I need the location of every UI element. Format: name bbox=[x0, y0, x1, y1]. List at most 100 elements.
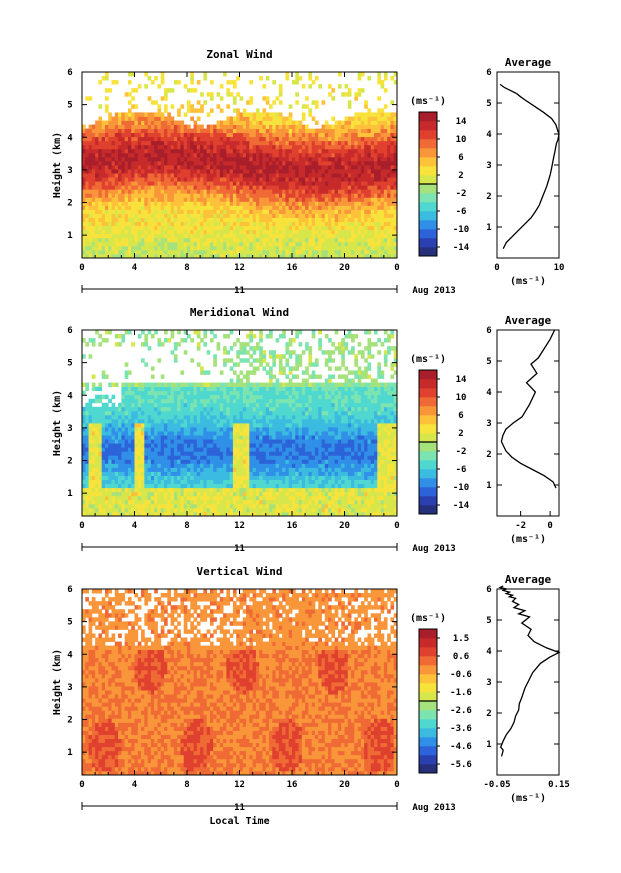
heatmap-cell bbox=[193, 225, 198, 231]
heatmap-cell bbox=[196, 394, 201, 400]
heatmap-cell bbox=[91, 471, 96, 476]
heatmap-cell bbox=[216, 148, 221, 154]
heatmap-cell bbox=[173, 346, 178, 351]
heatmap-cell bbox=[193, 152, 198, 158]
heatmap-cell bbox=[101, 374, 106, 379]
heatmap-cell bbox=[187, 148, 191, 154]
heatmap-cell bbox=[390, 201, 395, 206]
heatmap-cell bbox=[239, 193, 244, 198]
heatmap-cell bbox=[364, 197, 368, 202]
heatmap-cell bbox=[285, 249, 290, 255]
heatmap-cell bbox=[104, 471, 109, 476]
heatmap-cell bbox=[334, 148, 339, 154]
heatmap-cell bbox=[383, 217, 388, 223]
heatmap-cell bbox=[344, 185, 349, 190]
heatmap-cell bbox=[298, 165, 303, 170]
heatmap-cell bbox=[269, 209, 273, 214]
heatmap-cell bbox=[387, 181, 391, 186]
heatmap-cell bbox=[85, 483, 89, 489]
heatmap-cell bbox=[121, 451, 126, 456]
heatmap-cell bbox=[377, 169, 381, 174]
heatmap-cell bbox=[167, 447, 171, 452]
heatmap-cell bbox=[141, 120, 145, 125]
heatmap-cell bbox=[239, 221, 244, 227]
heatmap-cell bbox=[203, 463, 208, 468]
heatmap-cell bbox=[236, 124, 240, 130]
heatmap-cell bbox=[232, 209, 237, 214]
heatmap-cell bbox=[328, 124, 332, 130]
heatmap-cell bbox=[164, 475, 168, 481]
heatmap-cell bbox=[98, 447, 103, 452]
heatmap-cell bbox=[337, 233, 342, 239]
heatmap-cell bbox=[147, 455, 152, 460]
heatmap-cell bbox=[305, 241, 309, 247]
heatmap-cell bbox=[360, 249, 365, 255]
heatmap-cell bbox=[157, 511, 162, 517]
heatmap-cell bbox=[95, 160, 99, 166]
heatmap-cell bbox=[255, 185, 260, 190]
heatmap-cell bbox=[127, 511, 132, 517]
heatmap-cell bbox=[236, 221, 240, 227]
heatmap-cell bbox=[101, 475, 106, 481]
profile-y-tick-label: 3 bbox=[486, 161, 491, 171]
heatmap-cell bbox=[288, 165, 293, 170]
heatmap-cell bbox=[200, 221, 204, 227]
heatmap-cell bbox=[104, 165, 109, 170]
heatmap-cell bbox=[272, 128, 276, 134]
heatmap-cell bbox=[305, 96, 309, 101]
heatmap-cell bbox=[206, 487, 211, 493]
heatmap-cell bbox=[193, 165, 198, 170]
heatmap-cell bbox=[121, 390, 126, 396]
heatmap-cell bbox=[85, 237, 89, 243]
heatmap-cell bbox=[193, 479, 198, 485]
heatmap-cell bbox=[164, 173, 168, 178]
heatmap-cell bbox=[98, 475, 103, 481]
heatmap-cell bbox=[91, 435, 96, 440]
heatmap-cell bbox=[262, 205, 267, 210]
heatmap-cell bbox=[173, 394, 178, 400]
heatmap-cell bbox=[164, 511, 168, 517]
heatmap-cell bbox=[127, 459, 132, 464]
heatmap-cell bbox=[183, 455, 188, 460]
heatmap-cell bbox=[203, 132, 208, 138]
heatmap-cell bbox=[377, 193, 381, 198]
heatmap-cell bbox=[360, 245, 365, 251]
heatmap-cell bbox=[318, 160, 322, 166]
heatmap-cell bbox=[206, 414, 211, 420]
heatmap-cell bbox=[157, 181, 162, 186]
heatmap-cell bbox=[101, 136, 106, 142]
heatmap-cell bbox=[206, 431, 211, 436]
heatmap-cell bbox=[193, 410, 198, 416]
heatmap-cell bbox=[187, 197, 191, 202]
heatmap-cell bbox=[383, 120, 388, 125]
heatmap-cell bbox=[272, 132, 276, 138]
heatmap-cell bbox=[269, 169, 273, 174]
heatmap-cell bbox=[88, 225, 93, 231]
heatmap-cell bbox=[354, 213, 359, 218]
heatmap-cell bbox=[209, 92, 214, 97]
heatmap-cell bbox=[160, 205, 165, 210]
heatmap-cell bbox=[229, 132, 234, 138]
heatmap-cell bbox=[216, 225, 221, 231]
heatmap-cell bbox=[111, 132, 116, 138]
heatmap-cell bbox=[383, 253, 388, 259]
heatmap-cell bbox=[364, 237, 368, 243]
heatmap-cell bbox=[101, 483, 106, 489]
heatmap-cell bbox=[124, 479, 129, 485]
heatmap-cell bbox=[364, 116, 368, 121]
heatmap-cell bbox=[160, 483, 165, 489]
heatmap-cell bbox=[98, 169, 103, 174]
heatmap-cell bbox=[177, 394, 181, 400]
heatmap-cell bbox=[337, 193, 342, 198]
heatmap-cell bbox=[104, 439, 109, 444]
heatmap-cell bbox=[101, 467, 106, 472]
heatmap-cell bbox=[164, 467, 168, 472]
heatmap-cell bbox=[85, 205, 89, 210]
heatmap-cell bbox=[239, 253, 244, 259]
heatmap-cell bbox=[180, 338, 185, 343]
heatmap-cell bbox=[137, 169, 142, 174]
heatmap-cell bbox=[223, 253, 227, 259]
heatmap-cell bbox=[351, 193, 355, 198]
heatmap-cell bbox=[341, 152, 345, 158]
heatmap-cell bbox=[157, 217, 162, 223]
